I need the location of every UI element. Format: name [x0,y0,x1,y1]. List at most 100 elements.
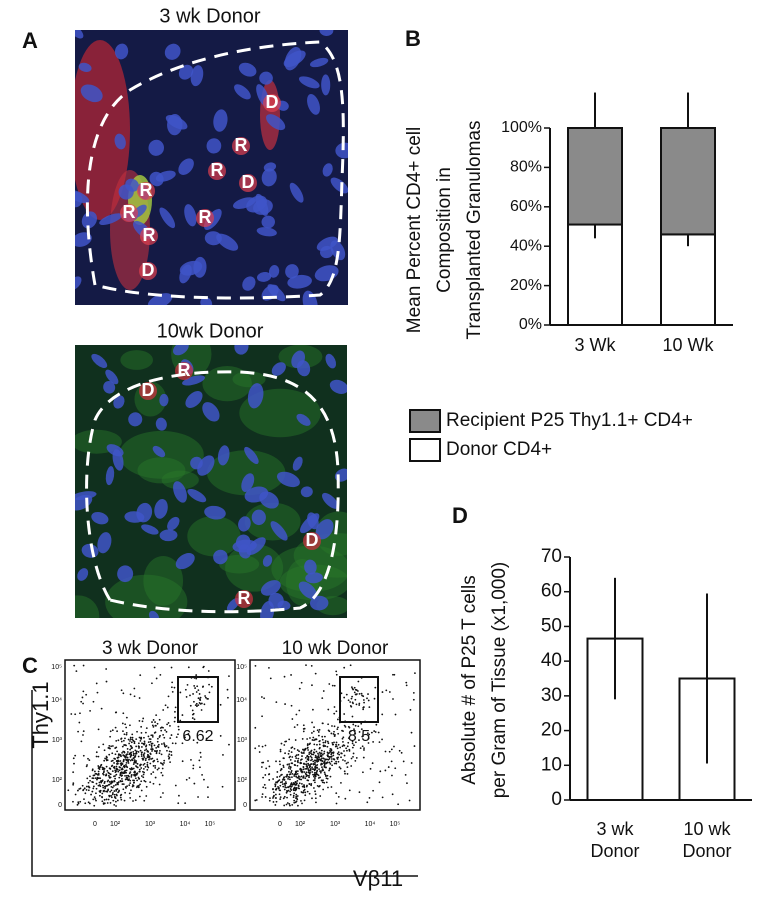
event-dot [323,761,326,764]
event-dot [310,756,313,759]
event-dot [300,778,303,781]
green-signal [187,515,241,557]
event-dot [331,764,334,767]
bar-segment [567,127,623,226]
event-dot [130,741,133,744]
event-dot [110,796,113,799]
event-dot [336,757,338,759]
event-dot [111,745,114,747]
event-dot [125,716,128,719]
event-dot [328,751,331,754]
event-dot [116,750,119,753]
event-dot [103,798,106,801]
event-dot [192,764,195,767]
event-dot [358,791,361,794]
event-dot [122,788,125,791]
event-dot [156,722,159,725]
event-dot [351,701,354,704]
event-dot [140,746,143,748]
event-dot [151,682,153,685]
event-dot [311,721,313,724]
event-dot [285,740,288,743]
event-dot [119,766,122,769]
event-dot [133,760,136,763]
event-dot [140,731,143,734]
event-dot [360,728,363,731]
event-dot [147,741,150,744]
event-dot [343,754,346,757]
event-dot [290,751,293,754]
event-dot [194,704,197,707]
event-dot [168,750,171,753]
event-dot [102,767,105,769]
nucleus [298,76,320,89]
event-dot [169,737,172,740]
event-dot [138,777,141,780]
cell-label: R [140,180,153,200]
event-dot [325,766,327,769]
event-dot [297,757,300,760]
nucleus [159,529,178,542]
event-dot [414,672,416,675]
event-dot [108,794,111,797]
event-dot [261,796,263,798]
event-dot [113,790,116,792]
y-tick-label: 30 [541,685,562,706]
event-dot [88,786,91,789]
event-dot [302,748,304,751]
event-dot [204,695,206,697]
event-dot [149,740,152,743]
event-dot [95,799,97,802]
event-dot [114,747,117,749]
event-dot [174,710,176,713]
event-dot [289,804,291,807]
event-dot [91,769,94,772]
event-dot [284,752,286,755]
event-dot [343,750,345,752]
event-dot [110,789,113,792]
event-dot [318,728,321,731]
event-dot [197,796,199,798]
event-dot [269,797,271,800]
event-dot [307,756,310,759]
event-dot [125,775,128,777]
event-dot [353,744,355,747]
event-dot [289,766,292,769]
event-dot [278,760,281,763]
nucleus [260,580,281,596]
event-dot [115,789,118,792]
event-dot [280,773,283,776]
event-dot [127,762,130,764]
event-dot [368,733,371,736]
cell-label: R [123,202,136,222]
y-tick-label: 10 [541,754,562,775]
event-dot [290,789,293,791]
event-dot [272,791,275,794]
nucleus [276,471,300,488]
event-dot [151,757,154,760]
event-dot [288,763,291,765]
event-dot [324,745,327,747]
event-dot [120,798,123,801]
event-dot [300,681,303,684]
event-dot [366,697,368,700]
event-dot [394,713,397,716]
nucleus [292,456,303,471]
event-dot [136,772,139,775]
event-dot [85,785,88,788]
event-dot [118,769,121,772]
event-dot [149,781,152,784]
event-dot [142,770,144,773]
event-dot [108,753,111,756]
event-dot [221,785,224,788]
event-dot [155,752,158,755]
event-dot [336,718,339,721]
event-dot [363,701,365,704]
y-tick-label: 10² [52,777,63,784]
event-dot [171,681,174,684]
event-dot [280,767,283,770]
event-dot [283,779,286,781]
event-dot [325,781,328,784]
event-dot [136,762,139,765]
